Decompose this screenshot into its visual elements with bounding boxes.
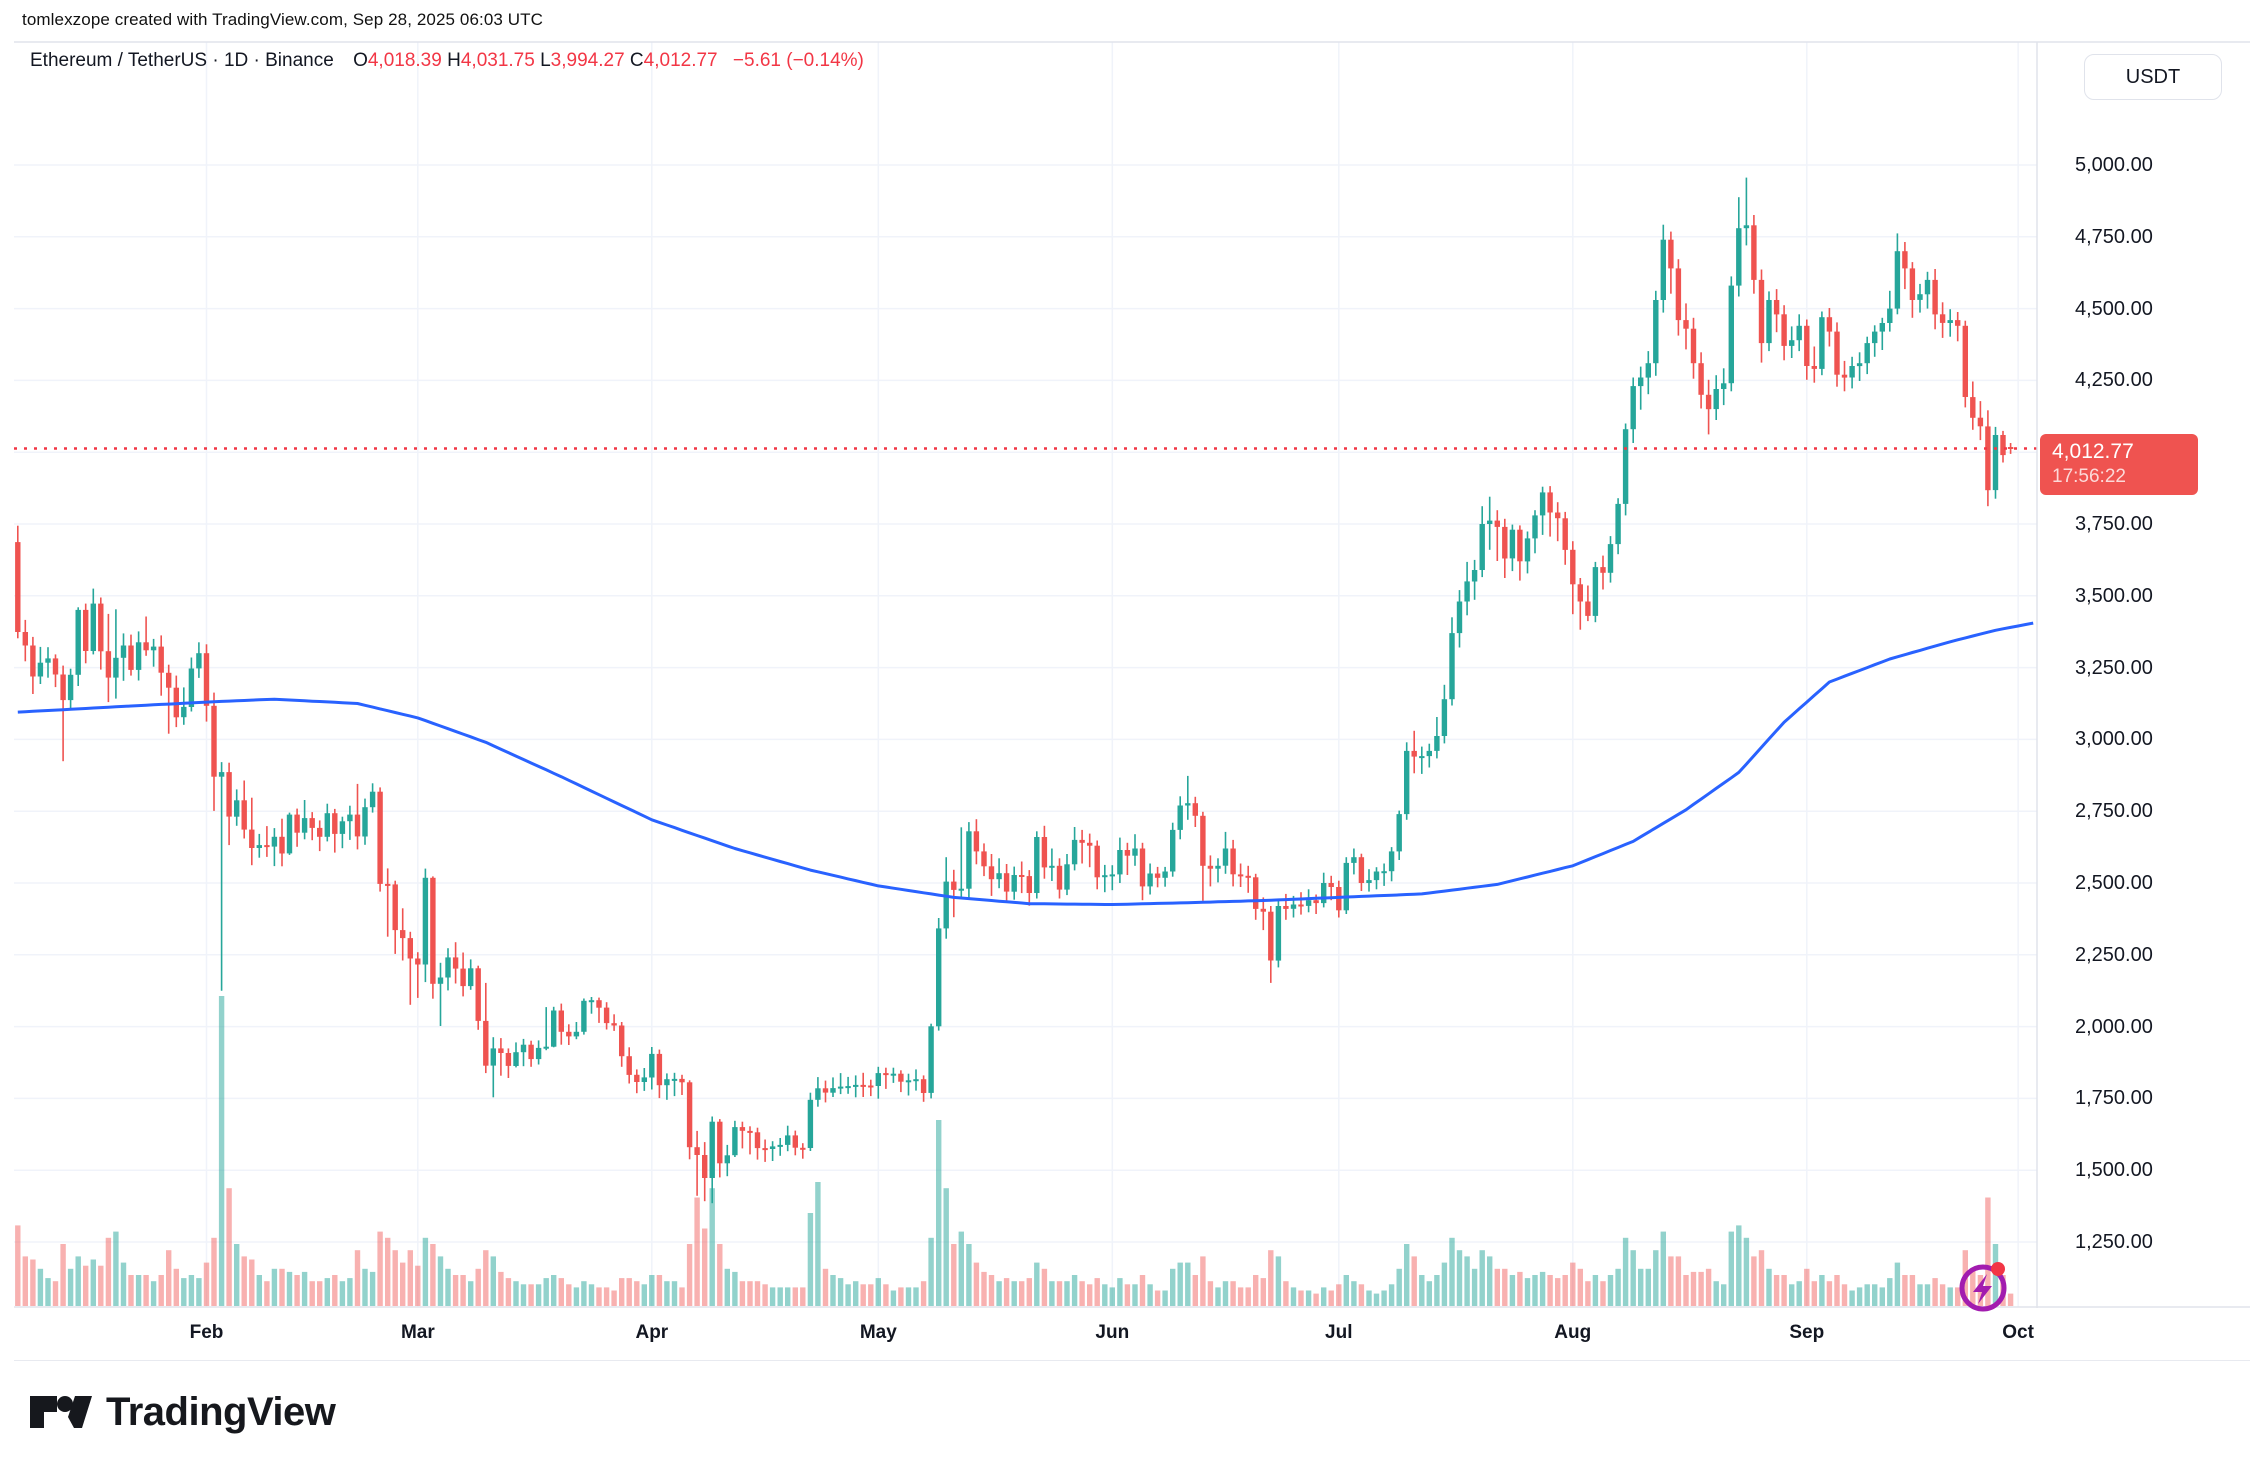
flash-boost-button[interactable] (1954, 1254, 2018, 1318)
ohlc-value: 4,012.77 (643, 50, 723, 71)
symbol-title: Ethereum / TetherUS · 1D · Binance (30, 50, 334, 71)
time-axis-label-sep: Sep (1789, 1322, 1825, 1343)
ohlc-label: C (629, 50, 644, 71)
ohlc-label: H (447, 50, 461, 71)
tradingview-logo-icon (30, 1395, 92, 1428)
price-axis-label: 1,250.00 (2075, 1231, 2153, 1253)
lightning-bolt-icon (1973, 1274, 1992, 1304)
time-axis-label-mar: Mar (400, 1322, 435, 1343)
notification-dot (1991, 1262, 2005, 1276)
price-axis-label: 4,500.00 (2075, 297, 2153, 320)
price-axis-label: 3,750.00 (2075, 513, 2153, 535)
price-axis-label: 3,000.00 (2075, 728, 2153, 751)
time-axis-label-oct: Oct (2002, 1322, 2034, 1343)
price-axis-label: 4,250.00 (2075, 369, 2153, 392)
price-axis-label: 2,750.00 (2075, 800, 2153, 823)
last-price-value: 4,012.77 (2052, 439, 2134, 463)
price-axis-label: 2,250.00 (2075, 943, 2153, 966)
price-axis-label: 2,000.00 (2075, 1015, 2153, 1038)
ohlc-values: O4,018.39 H4,031.75 L3,994.27 C4,012.77 (353, 50, 723, 71)
bar-countdown: 17:56:22 (2052, 465, 2126, 487)
time-axis-label-feb: Feb (189, 1322, 224, 1343)
price-axis-label: 3,250.00 (2075, 656, 2153, 679)
flash-circle-icon (1959, 1264, 2007, 1312)
ohlc-value: 4,018.39 (367, 50, 448, 71)
ohlc-value: 3,994.27 (550, 50, 630, 71)
price-axis-label: 2,500.00 (2075, 872, 2153, 894)
tradingview-branding[interactable]: TradingView (30, 1390, 336, 1435)
currency-label: USDT (2125, 65, 2181, 88)
price-scale[interactable]: USDT 5,000.00 4,750.00 4,500.00 4,250.00 3,7… (2038, 42, 2250, 1307)
tradingview-logo-text: TradingView (106, 1390, 336, 1434)
time-axis-label-aug: Aug (1554, 1322, 1592, 1343)
ohlc-value: 4,031.75 (460, 50, 541, 71)
chart-legend: Ethereum / TetherUS · 1D · Binance O4,01… (30, 50, 864, 72)
time-axis-label-jun: Jun (1095, 1322, 1130, 1343)
time-scale[interactable]: Feb Mar Apr May Jun Jul Aug Sep Oct (0, 1308, 2250, 1360)
price-axis-label: 3,500.00 (2075, 584, 2153, 607)
time-axis-label-jul: Jul (1325, 1322, 1353, 1343)
last-price-badge: 4,012.77 17:56:22 (2040, 433, 2198, 495)
price-axis-label: 4,750.00 (2075, 225, 2153, 248)
time-axis-label-apr: Apr (635, 1322, 669, 1343)
time-axis-label-may: May (859, 1322, 897, 1343)
ohlc-label: L (540, 50, 551, 71)
price-axis-label: 1,500.00 (2075, 1159, 2153, 1182)
price-axis-label: 1,750.00 (2075, 1087, 2153, 1110)
change-value: −5.61 (−0.14%) (732, 50, 864, 71)
currency-toggle-button[interactable]: USDT (2084, 54, 2222, 100)
price-axis-label: 5,000.00 (2075, 154, 2153, 176)
attribution-text: tomlexzope created with TradingView.com,… (22, 10, 543, 29)
ohlc-label: O (353, 50, 368, 71)
